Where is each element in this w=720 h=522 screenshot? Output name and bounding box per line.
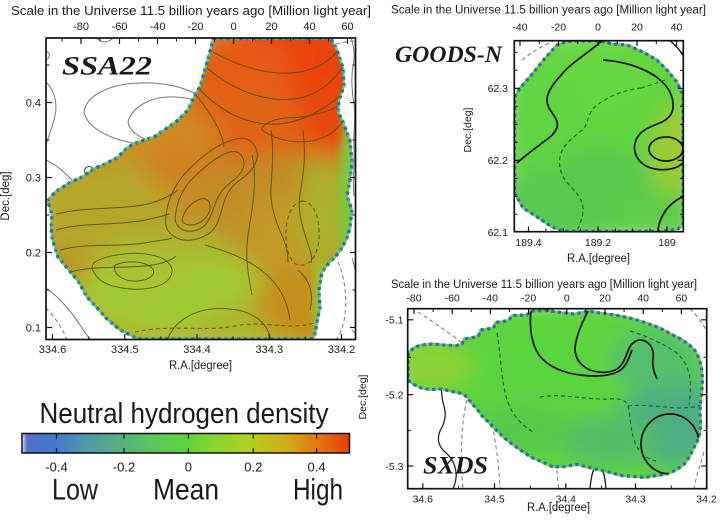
svg-text:-20: -20 [188,21,204,33]
svg-text:334.5: 334.5 [111,344,139,356]
svg-text:189.4: 189.4 [515,237,541,249]
svg-text:334.3: 334.3 [256,344,284,356]
svg-text:-5.2: -5.2 [385,390,403,402]
svg-text:-5.1: -5.1 [385,315,403,327]
svg-text:60: 60 [341,21,353,33]
svg-text:40: 40 [637,293,649,305]
svg-text:Dec.[deg]: Dec.[deg] [0,171,12,220]
svg-text:334.6: 334.6 [39,344,67,356]
svg-text:-20: -20 [551,22,566,34]
svg-text:Mean: Mean [153,474,219,507]
svg-text:62.2: 62.2 [488,155,509,167]
svg-text:High: High [293,474,343,507]
svg-text:Low: Low [52,474,98,507]
svg-text:20: 20 [631,22,643,34]
svg-text:R.A.[degree]: R.A.[degree] [527,502,590,514]
svg-text:34.3: 34.3 [625,494,646,506]
svg-text:0: 0 [230,21,236,33]
svg-text:334.4: 334.4 [183,344,211,356]
svg-text:-60: -60 [112,21,128,33]
svg-text:Scale in the Universe 11.5 bil: Scale in the Universe 11.5 billion years… [391,5,706,17]
svg-text:-40: -40 [150,21,166,33]
svg-text:34.6: 34.6 [413,494,434,506]
svg-text:Neutral hydrogen density: Neutral hydrogen density [40,398,330,430]
svg-text:SXDS: SXDS [423,453,488,480]
svg-text:20: 20 [599,293,611,305]
svg-text:0.2: 0.2 [244,460,262,475]
svg-text:Dec.[deg]: Dec.[deg] [462,107,474,152]
svg-text:GOODS-N: GOODS-N [395,42,503,67]
svg-text:SSA22: SSA22 [62,52,152,81]
svg-text:189.2: 189.2 [585,237,611,249]
svg-text:0: 0 [185,460,192,475]
svg-text:0.1: 0.1 [26,322,41,334]
svg-text:0: 0 [595,22,601,34]
svg-text:-20: -20 [521,293,536,305]
svg-text:R.A.[degree]: R.A.[degree] [169,360,232,372]
svg-text:Dec.[deg]: Dec.[deg] [357,374,369,419]
svg-text:-80: -80 [73,21,89,33]
svg-text:-0.4: -0.4 [45,460,67,475]
svg-text:Scale in the Universe 11.5 bil: Scale in the Universe 11.5 billion years… [391,279,697,291]
svg-text:0.4: 0.4 [308,460,326,475]
svg-text:40: 40 [303,21,315,33]
svg-text:0.2: 0.2 [26,247,41,259]
svg-text:R.A.[degree]: R.A.[degree] [567,253,630,265]
svg-text:62.3: 62.3 [488,83,509,95]
svg-text:-0.2: -0.2 [113,460,135,475]
svg-text:334.2: 334.2 [328,344,356,356]
svg-text:34.2: 34.2 [696,494,717,506]
svg-text:-40: -40 [483,293,498,305]
svg-text:20: 20 [265,21,277,33]
svg-text:-60: -60 [445,293,460,305]
svg-text:34.4: 34.4 [556,494,577,506]
svg-text:60: 60 [676,293,688,305]
svg-text:40: 40 [671,22,683,34]
svg-text:62.1: 62.1 [488,227,509,239]
svg-text:-5.3: -5.3 [385,461,403,473]
svg-text:34.5: 34.5 [484,494,505,506]
svg-text:Scale in the Universe 11.5 bil: Scale in the Universe 11.5 billion years… [11,3,371,18]
svg-text:-80: -80 [406,293,421,305]
svg-text:0: 0 [564,293,570,305]
svg-text:-40: -40 [512,22,527,34]
svg-text:189: 189 [658,237,676,249]
svg-text:0.3: 0.3 [26,172,41,184]
svg-text:0.4: 0.4 [26,97,41,109]
